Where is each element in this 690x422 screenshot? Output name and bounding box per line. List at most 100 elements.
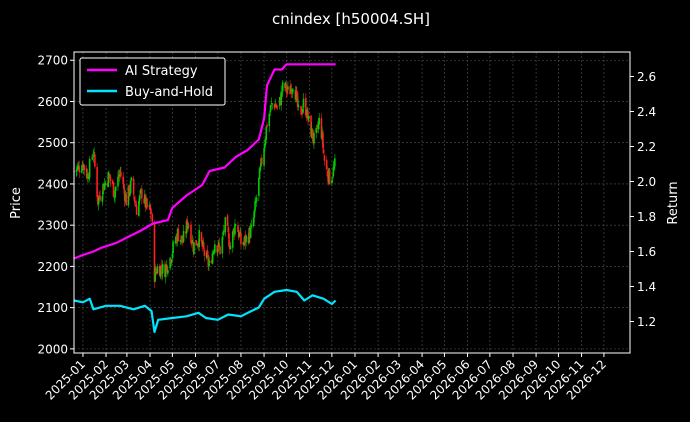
- candle-body: [286, 90, 288, 92]
- candle-body: [164, 265, 167, 278]
- candle-body: [99, 195, 101, 201]
- candle-body: [266, 124, 268, 128]
- candle-body: [155, 269, 157, 272]
- candle-body: [221, 237, 224, 254]
- return-lines: [73, 63, 337, 334]
- candle-body: [269, 105, 272, 111]
- candle-body: [287, 86, 289, 90]
- candle-body: [94, 154, 96, 167]
- series-line-buy-and-hold: [73, 288, 337, 334]
- candle-body: [291, 89, 294, 93]
- candle-body: [172, 241, 174, 254]
- candle-body: [249, 227, 252, 238]
- candle-body: [138, 201, 140, 216]
- candle-body: [78, 166, 81, 173]
- candle-body: [171, 253, 174, 259]
- candle-body: [216, 245, 218, 253]
- candle-body: [85, 168, 88, 178]
- y-tick-label: 2200: [37, 260, 68, 274]
- candle-body: [275, 106, 278, 108]
- candle-body: [258, 168, 261, 180]
- candle-body: [322, 132, 324, 148]
- candle-body: [300, 106, 303, 116]
- candle-body: [112, 182, 115, 197]
- candle-body: [135, 203, 137, 207]
- y-tick-label: 2000: [37, 342, 68, 356]
- y2-tick-label: 1.2: [637, 315, 656, 329]
- candle-body: [187, 225, 190, 227]
- candle-body: [114, 190, 116, 198]
- candle-body: [223, 231, 225, 232]
- candle-body: [219, 246, 221, 255]
- candle-body: [208, 263, 210, 267]
- candle-body: [208, 260, 211, 263]
- candle-body: [334, 158, 336, 167]
- candle-body: [316, 125, 318, 127]
- candle-body: [245, 235, 247, 242]
- legend-label-buy-and-hold: Buy-and-Hold: [125, 85, 213, 100]
- y-tick-label: 2100: [37, 301, 68, 315]
- candle-body: [182, 231, 185, 242]
- candle-body: [265, 126, 268, 140]
- candle-body: [234, 223, 236, 235]
- y2-tick-label: 1.4: [637, 280, 656, 294]
- candle-body: [211, 252, 214, 264]
- candle-body: [149, 205, 151, 210]
- plot-frame: [73, 51, 631, 354]
- candle-body: [311, 129, 314, 140]
- candle-body: [307, 115, 310, 120]
- candle-body: [91, 157, 93, 159]
- candle-body: [325, 159, 328, 170]
- candle-body: [228, 233, 230, 247]
- candle-body: [263, 148, 265, 166]
- candle-body: [280, 91, 282, 106]
- candle-body: [122, 176, 124, 184]
- candle-body: [129, 191, 131, 195]
- candle-body: [138, 195, 141, 202]
- candle-body: [179, 239, 182, 243]
- candle-body: [133, 196, 136, 201]
- y2-tick-label: 2.4: [637, 105, 656, 119]
- candle-body: [224, 217, 227, 233]
- candle-body: [76, 165, 79, 170]
- candle-body: [214, 244, 216, 253]
- y2-tick-label: 1.8: [637, 210, 656, 224]
- candle-body: [302, 108, 304, 113]
- candle-body: [261, 157, 263, 164]
- candle-body: [326, 170, 329, 177]
- candle-body: [101, 195, 104, 202]
- candle-body: [160, 265, 163, 270]
- candle-body: [191, 240, 194, 244]
- candle-body: [198, 230, 201, 248]
- candle-body: [156, 266, 159, 274]
- candle-body: [275, 104, 277, 108]
- candle-body: [222, 232, 224, 236]
- candle-body: [212, 251, 215, 254]
- y2-tick-label: 1.6: [637, 245, 656, 259]
- candle-body: [333, 165, 335, 169]
- candle-body: [285, 84, 288, 93]
- candle-body: [296, 90, 298, 95]
- candle-body: [177, 228, 180, 242]
- candle-body: [159, 265, 162, 278]
- candle-body: [252, 217, 255, 226]
- candle-body: [120, 172, 122, 177]
- y2-tick-label: 2.0: [637, 175, 656, 189]
- candle-body: [167, 270, 169, 274]
- candle-body: [297, 104, 300, 108]
- candle-body: [154, 267, 157, 282]
- candle-body: [75, 170, 78, 172]
- candle-body: [254, 201, 256, 211]
- candle-body: [304, 97, 307, 116]
- candle-body: [259, 166, 262, 171]
- candle-body: [234, 224, 237, 226]
- candle-body: [161, 263, 164, 274]
- candle-body: [87, 175, 89, 179]
- candle-body: [181, 235, 183, 242]
- candle-body: [255, 197, 258, 202]
- legend: AI Strategy Buy-and-Hold: [79, 57, 226, 106]
- candle-body: [237, 225, 239, 233]
- candle-body: [195, 240, 198, 246]
- candle-body: [310, 115, 312, 137]
- series-line-ai-strategy: [73, 63, 336, 260]
